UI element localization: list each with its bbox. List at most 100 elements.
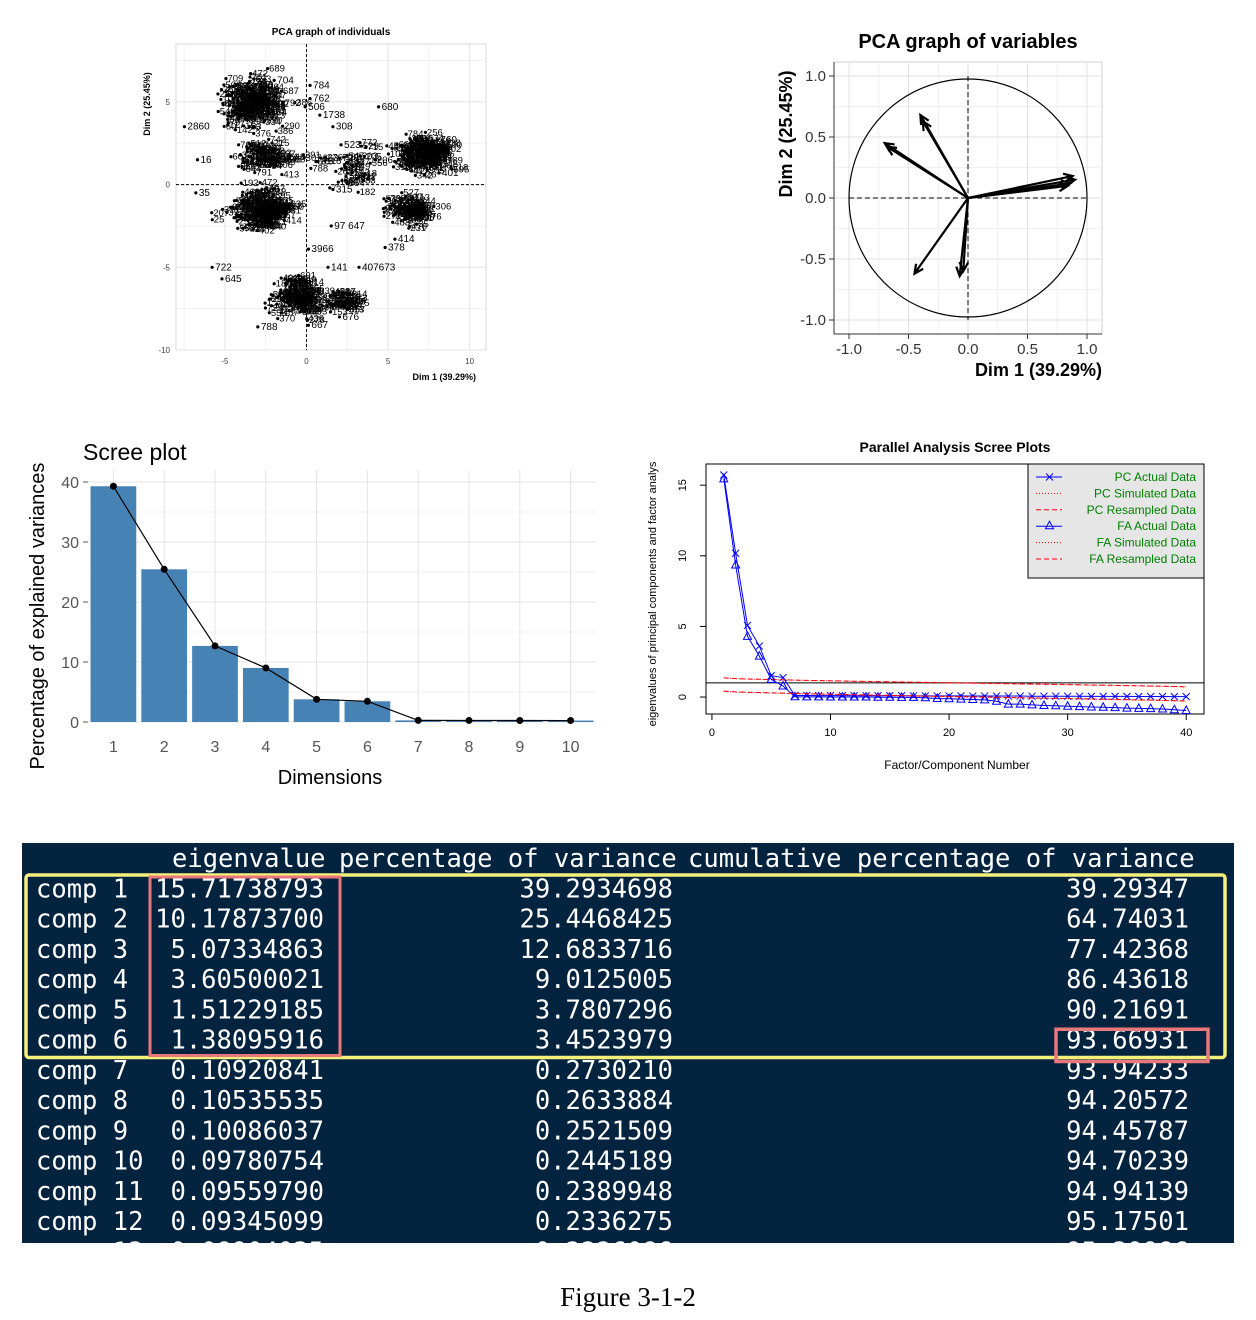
individual-point: [216, 92, 220, 96]
individual-label: 648: [289, 152, 305, 163]
individual-label: 613: [426, 157, 442, 168]
individual-label: 483: [286, 297, 302, 308]
individual-point: [230, 90, 234, 95]
individual-point: [435, 138, 439, 142]
individual-label: 545: [254, 192, 270, 203]
individual-point: [242, 167, 246, 171]
individual-label: 393: [253, 94, 269, 105]
individual-label: 791: [256, 168, 272, 179]
individual-point: [436, 159, 440, 163]
individual-label: 775: [405, 155, 421, 166]
individual-label: 534: [261, 146, 277, 157]
individual-point: [222, 112, 226, 116]
parallel-analysis-chart: 0 10 20 30 40 0 5 10 15 PC Actual Data PC Simulate…: [640, 428, 1220, 790]
individual-label: 149: [337, 299, 353, 310]
individual-point: [268, 297, 272, 301]
individual-point: [426, 152, 430, 157]
individual-point: [259, 154, 263, 158]
series-marker: [1146, 692, 1155, 701]
individual-point: [304, 290, 309, 294]
individual-point: [220, 277, 224, 281]
individual-label: 418: [234, 202, 250, 213]
legend-marker: [1044, 520, 1055, 530]
table-cell: 0.2730210: [535, 1056, 673, 1086]
individual-point: [331, 125, 335, 129]
individual-label: 396: [304, 286, 320, 297]
table-cell: 0.2521509: [535, 1116, 673, 1146]
individual-label: 192: [243, 178, 259, 189]
individual-point: [210, 265, 214, 269]
individual-point: [424, 166, 429, 170]
series-marker: [755, 642, 764, 650]
y-tick-label: 5: [677, 623, 689, 629]
table-cell: 94.45787: [1066, 1116, 1189, 1146]
individual-label: 646: [256, 206, 272, 217]
individual-point: [386, 152, 391, 156]
trend-point: [160, 565, 168, 573]
individual-label: 647: [247, 88, 263, 99]
y-tick-label: -1.0: [800, 312, 826, 329]
individual-label: 453: [264, 220, 280, 231]
individual-label: 202: [445, 144, 461, 155]
individual-point: [425, 168, 429, 173]
individual-label: 67: [275, 184, 286, 195]
individual-point: [292, 287, 297, 291]
x-tick-label: 3: [211, 739, 220, 756]
individual-label: 617: [340, 287, 356, 298]
individual-label: 357: [269, 103, 285, 114]
individual-label: 346: [305, 292, 321, 303]
individual-label: 348: [286, 154, 302, 165]
individual-label: 161: [263, 87, 279, 98]
individual-label: 205: [366, 151, 382, 162]
individual-label: 123: [264, 200, 280, 211]
individual-point: [392, 204, 396, 208]
individual-label: 309: [409, 149, 425, 160]
individual-point: [344, 166, 348, 170]
series-marker: [1015, 698, 1026, 708]
individual-point: [248, 191, 252, 195]
individual-point: [245, 201, 249, 206]
x-tick-label: 6: [363, 739, 372, 756]
individual-label: 263: [268, 207, 284, 218]
individual-point: [195, 158, 200, 162]
individual-point: [442, 147, 446, 151]
individual-label: 695: [275, 191, 291, 202]
individual-label: 474: [276, 204, 292, 215]
individual-label: 554: [429, 154, 445, 165]
individual-label: 486: [348, 175, 364, 186]
individual-label: 455: [309, 284, 325, 295]
individual-point: [246, 99, 250, 103]
individual-label: 792: [239, 95, 255, 106]
individual-label: 739: [405, 152, 421, 163]
individual-point: [235, 198, 239, 202]
individual-label: 287: [251, 90, 267, 101]
individual-label: 259: [431, 149, 447, 160]
individual-label: 789: [447, 156, 463, 167]
individual-point: [329, 224, 333, 228]
individual-label: 472: [252, 69, 268, 80]
individual-label: 1738: [323, 110, 346, 121]
individual-label: 460: [226, 109, 242, 120]
individual-label: 90: [269, 210, 280, 221]
individual-point: [307, 298, 311, 302]
individual-point: [266, 113, 270, 117]
individual-point: [254, 207, 258, 211]
individual-label: 278: [309, 315, 325, 326]
individual-point: [331, 187, 335, 192]
individual-point: [357, 175, 361, 179]
individual-point: [220, 207, 225, 211]
individual-label: 182: [360, 187, 376, 198]
trend-line: [112, 485, 571, 722]
individual-point: [231, 97, 235, 101]
individual-point: [362, 178, 366, 183]
individual-label: 196: [256, 212, 272, 223]
individual-label: 512: [410, 195, 426, 206]
individual-point: [288, 303, 292, 307]
individual-point: [362, 154, 366, 159]
individual-point: [386, 196, 391, 200]
eigenvalue-table-svg: eigenvalue percentage of variance cumulati…: [24, 844, 1227, 1243]
individual-point: [346, 300, 351, 304]
individual-label: 667: [253, 140, 269, 151]
individual-label: 570: [272, 202, 288, 213]
individual-point: [254, 101, 259, 105]
